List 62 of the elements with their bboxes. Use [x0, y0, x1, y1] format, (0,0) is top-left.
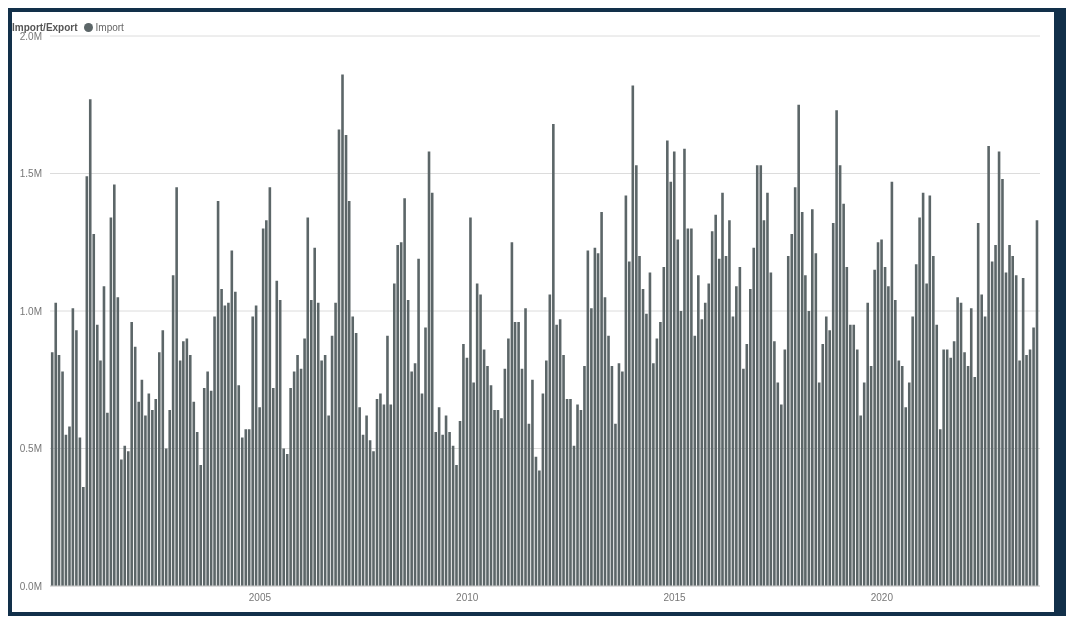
bar	[552, 124, 555, 586]
bar	[759, 165, 763, 586]
bar	[835, 110, 838, 586]
bar	[766, 192, 769, 586]
bar	[755, 165, 759, 586]
bar	[275, 280, 279, 586]
bar	[690, 228, 693, 586]
bar	[531, 379, 534, 586]
bar	[576, 404, 579, 586]
bar	[313, 247, 316, 586]
bar	[569, 399, 572, 586]
bar	[113, 184, 116, 586]
bar	[852, 324, 856, 586]
bar	[956, 297, 959, 586]
bar	[88, 99, 92, 586]
y-tick-label: 0.5M	[19, 443, 42, 455]
bar	[469, 217, 472, 586]
bar	[524, 308, 527, 586]
bar	[161, 330, 165, 586]
bar	[1008, 245, 1011, 586]
x-tick-label: 2020	[870, 592, 894, 604]
legend-label: Import	[95, 21, 124, 33]
bar	[386, 335, 389, 586]
y-tick-label: 1.5M	[19, 168, 42, 180]
bar	[683, 148, 686, 586]
bar	[797, 104, 800, 586]
bar	[417, 258, 420, 586]
x-tick-label: 2010	[456, 592, 479, 604]
bar	[824, 316, 828, 586]
bar	[306, 217, 310, 586]
bar	[365, 415, 368, 586]
bar	[123, 445, 127, 586]
x-tick-label: 2005	[248, 592, 272, 604]
bar	[697, 275, 700, 586]
bar	[396, 245, 399, 586]
bar	[175, 187, 178, 586]
bar	[296, 355, 299, 586]
y-tick-label: 1.0M	[19, 305, 42, 317]
x-tick-label: 2015	[663, 592, 687, 604]
bar	[969, 308, 973, 586]
bar	[54, 302, 58, 586]
bar	[182, 341, 185, 586]
bar	[517, 322, 520, 586]
bar	[206, 371, 209, 586]
bar	[880, 239, 883, 586]
bar	[811, 209, 814, 586]
bar	[403, 198, 406, 586]
bar	[379, 393, 382, 586]
bar	[341, 74, 344, 586]
bar	[130, 322, 133, 586]
y-tick-label: 0.0M	[19, 580, 42, 592]
bar	[672, 151, 676, 586]
legend-title: Import/Export	[12, 21, 78, 33]
bar	[942, 349, 945, 586]
bar	[462, 344, 465, 586]
bar	[721, 192, 724, 586]
bar	[866, 302, 870, 586]
bar	[600, 212, 603, 586]
bar	[666, 140, 669, 586]
bar	[987, 146, 990, 586]
bar	[728, 220, 731, 586]
bar	[714, 214, 717, 586]
